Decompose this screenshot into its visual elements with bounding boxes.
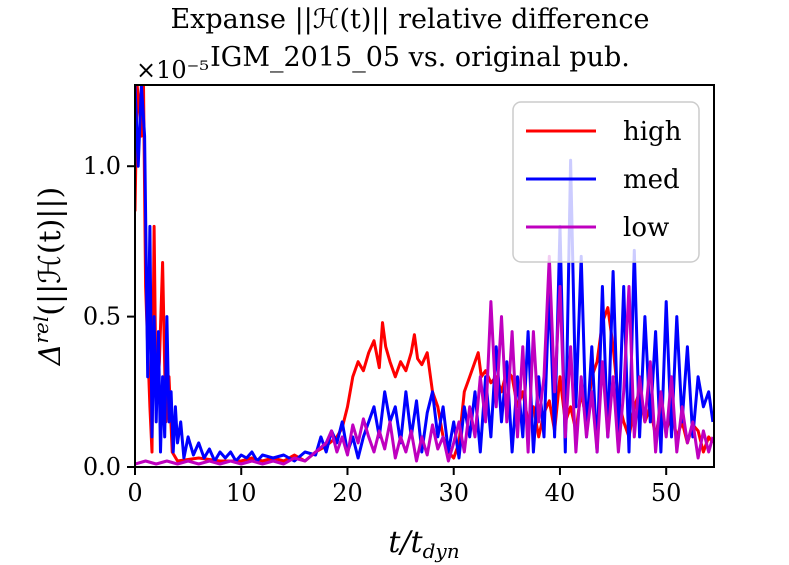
- x-axis-label: t/tdyn: [388, 525, 459, 563]
- x-tick-label: 30: [438, 479, 469, 507]
- y-scale-factor: ×10⁻⁵: [136, 56, 209, 84]
- legend-label-low: low: [623, 213, 669, 243]
- x-tick-label: 0: [127, 479, 142, 507]
- series-line-low: [135, 254, 714, 466]
- x-tick-label: 40: [545, 479, 576, 507]
- y-tick-label: 0.5: [83, 303, 121, 331]
- y-tick-label: 0.0: [83, 453, 121, 481]
- y-axis: 0.0 0.5 1.0: [83, 152, 135, 481]
- chart-title-line2: IGM_2015_05 vs. original pub.: [210, 42, 630, 73]
- series-group: [135, 85, 714, 466]
- chart-title-line1: Expanse ||ℋ(t)|| relative difference: [170, 4, 649, 35]
- x-tick-label: 10: [226, 479, 257, 507]
- y-axis-label: Δrel(||ℋ(t)||): [29, 187, 68, 366]
- legend-label-med: med: [623, 165, 680, 195]
- plot-frame: [134, 84, 715, 468]
- y-tick-label: 1.0: [83, 152, 121, 180]
- series-line-med: [135, 85, 714, 463]
- x-axis: 0 10 20 30 40 50: [127, 467, 681, 507]
- x-tick-label: 50: [651, 479, 682, 507]
- legend: high med low: [512, 101, 700, 263]
- legend-label-high: high: [623, 117, 682, 147]
- x-tick-label: 20: [332, 479, 363, 507]
- legend-box: [512, 101, 700, 263]
